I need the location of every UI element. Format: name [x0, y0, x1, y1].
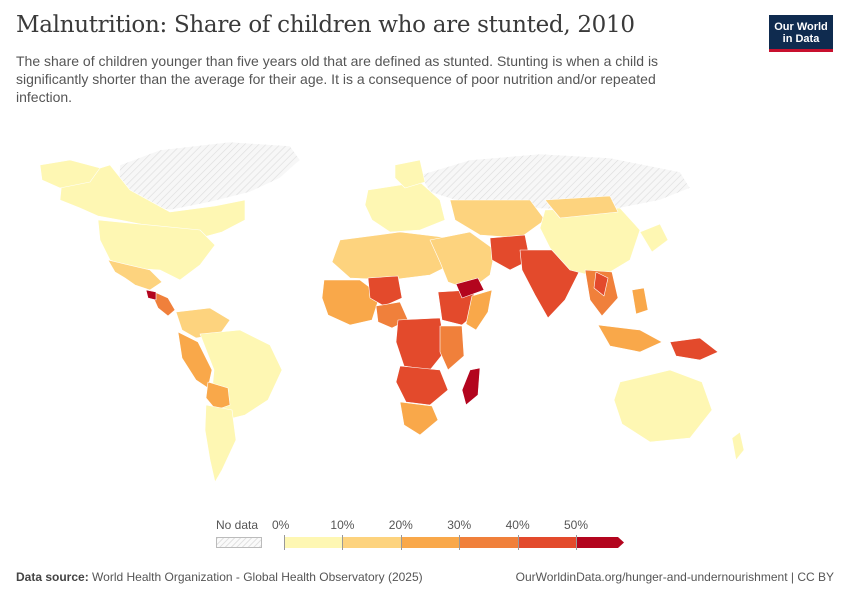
region-argentina-chile: [204, 404, 237, 483]
region-middle-east: [429, 231, 496, 291]
legend-tick-mark: [342, 535, 344, 550]
page-subtitle: The share of children younger than five …: [16, 53, 659, 105]
region-canada: [59, 164, 246, 239]
legend-bin-3[interactable]: [459, 537, 518, 548]
legend-tick-label: 20%: [388, 518, 413, 532]
region-central-asia: [449, 199, 546, 239]
legend-tick-label: 50%: [564, 518, 589, 532]
legend-tick-label: 30%: [447, 518, 472, 532]
region-europe: [364, 181, 446, 233]
region-mexico: [107, 259, 163, 291]
region-mongolia: [544, 195, 619, 219]
page-title: Malnutrition: Share of children who are …: [16, 12, 635, 38]
region-southern-africa-north: [395, 365, 449, 406]
legend-tick-mark: [576, 535, 577, 550]
owid-logo[interactable]: Our World in Data: [769, 15, 833, 52]
region-laos: [593, 271, 609, 297]
legend-tick-mark: [459, 535, 461, 550]
legend-tick-label: 10%: [330, 518, 355, 532]
region-north-africa: [331, 231, 461, 281]
data-source-label: Data source:: [16, 570, 89, 584]
region-bolivia: [205, 381, 231, 411]
legend-bin-0[interactable]: [284, 537, 343, 548]
legend-no-data-swatch[interactable]: [216, 537, 262, 548]
region-guatemala: [145, 289, 157, 301]
region-niger: [367, 275, 403, 307]
region-japan-korea: [639, 223, 669, 253]
region-southern-africa: [399, 401, 439, 436]
data-source: Data source: World Health Organization -…: [16, 570, 423, 584]
legend-tick-label: 0%: [272, 518, 290, 532]
legend-bin-5[interactable]: [576, 537, 624, 548]
legend-tick-mark: [400, 535, 402, 550]
region-east-africa: [439, 325, 465, 371]
region-madagascar: [461, 367, 481, 406]
region-west-africa: [321, 279, 381, 326]
legend-bin-1[interactable]: [342, 537, 401, 548]
legend-no-data-label: No data: [216, 518, 259, 532]
legend-bin-2[interactable]: [400, 537, 460, 548]
legend-bin-4[interactable]: [517, 537, 576, 548]
footer-link[interactable]: OurWorldinData.org/hunger-and-undernouri…: [515, 570, 834, 584]
region-somalia: [465, 289, 493, 331]
legend-tick-mark: [284, 535, 285, 550]
data-source-text[interactable]: World Health Organization - Global Healt…: [92, 570, 423, 584]
region-afghanistan-pakistan: [489, 234, 531, 271]
region-new-zealand: [731, 431, 745, 461]
region-philippines: [631, 287, 649, 315]
region-png: [669, 337, 719, 361]
region-alaska: [39, 159, 101, 189]
legend-tick-mark: [517, 535, 519, 550]
region-yemen: [455, 277, 485, 299]
region-scandinavia: [394, 159, 426, 189]
world-map[interactable]: [0, 120, 850, 515]
logo-line-2: in Data: [782, 33, 820, 45]
region-drc: [395, 317, 447, 371]
legend-tick-label: 40%: [505, 518, 530, 532]
region-indonesia: [597, 324, 663, 353]
logo-line-1: Our World: [774, 21, 828, 33]
region-australia: [613, 369, 713, 443]
